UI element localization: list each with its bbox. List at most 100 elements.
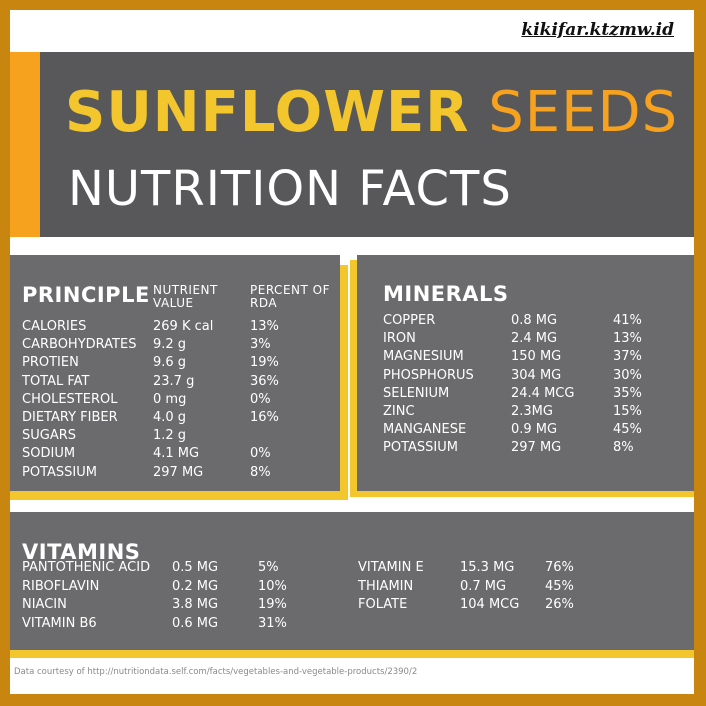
nutrient-value: 9.6 g bbox=[153, 355, 187, 371]
nutrient-rda: 19% bbox=[258, 597, 287, 612]
nutrient-value: 0.7 MG bbox=[460, 578, 507, 594]
principle-row: SODIUM 4.1 MG 0% bbox=[10, 445, 340, 463]
nutrient-rda: 45% bbox=[545, 578, 574, 594]
nutrient-name: SELENIUM bbox=[383, 385, 450, 401]
nutrient-rda: 13% bbox=[613, 331, 642, 347]
vitamin-row: FOLATE 104 MCG 26% bbox=[10, 596, 694, 614]
nutrient-value: 269 K cal bbox=[153, 319, 214, 334]
nutrient-value: 23.7 g bbox=[153, 373, 195, 389]
principle-row: SUGARS 1.2 g bbox=[10, 427, 340, 445]
vitamin-row: NIACIN 3.8 MG 19% bbox=[10, 596, 694, 614]
nutrient-rda: 26% bbox=[545, 597, 574, 612]
nutrient-name: NIACIN bbox=[22, 597, 67, 612]
vitamin-row: VITAMIN E 15.3 MG 76% bbox=[10, 559, 694, 577]
nutrient-name: CALORIES bbox=[22, 319, 87, 334]
nutrient-rda: 8% bbox=[250, 464, 271, 480]
mineral-row: COPPER 0.8 MG 41% bbox=[357, 312, 694, 330]
nutrient-rda: 30% bbox=[613, 367, 642, 383]
nutrient-rda: 15% bbox=[613, 404, 642, 419]
nutrient-value: 104 MCG bbox=[460, 597, 520, 612]
nutrient-rda: 0% bbox=[250, 446, 271, 462]
page-title: SUNFLOWER SEEDS bbox=[65, 80, 678, 146]
nutrient-value: 9.2 g bbox=[153, 337, 187, 353]
nutrient-name: IRON bbox=[383, 331, 416, 347]
nutrient-rda: 13% bbox=[250, 319, 279, 334]
nutrient-name: SUGARS bbox=[22, 428, 77, 444]
vitamins-title: VITAMINS bbox=[22, 540, 141, 564]
nutrient-value: 1.2 g bbox=[153, 428, 187, 444]
nutrient-rda: 5% bbox=[258, 560, 279, 575]
nutrient-value: 150 MG bbox=[511, 349, 562, 365]
nutrient-rda: 37% bbox=[613, 349, 642, 365]
nutrient-name: POTASSIUM bbox=[22, 464, 97, 480]
nutrient-name: PHOSPHORUS bbox=[383, 367, 474, 383]
nutrient-value: 3.8 MG bbox=[172, 597, 219, 612]
nutrient-rda: 41% bbox=[613, 313, 642, 328]
nutrient-name: PROTIEN bbox=[22, 355, 79, 371]
nutrient-name: RIBOFLAVIN bbox=[22, 578, 100, 594]
nutrient-name: CARBOHYDRATES bbox=[22, 337, 137, 353]
bottom-accent-bar bbox=[10, 650, 694, 658]
mineral-row: MANGANESE 0.9 MG 45% bbox=[357, 421, 694, 439]
mineral-row: SELENIUM 24.4 MCG 35% bbox=[357, 385, 694, 403]
nutrient-value: 2.3MG bbox=[511, 404, 553, 419]
nutrient-rda: 76% bbox=[545, 560, 574, 575]
principle-row: PROTIEN 9.6 g 19% bbox=[10, 354, 340, 372]
nutrient-name: VITAMIN B6 bbox=[22, 615, 97, 631]
col-header-value: NUTRIENT VALUE bbox=[153, 283, 218, 310]
vitamin-row: VITAMIN B6 0.6 MG 31% bbox=[10, 615, 694, 633]
principle-row: POTASSIUM 297 MG 8% bbox=[10, 464, 340, 482]
minerals-panel: MINERALS COPPER 0.8 MG 41% IRON 2.4 MG 13% MAG… bbox=[357, 255, 694, 491]
header-banner: SUNFLOWER SEEDS NUTRITION FACTS bbox=[10, 52, 694, 237]
nutrient-name: PANTOTHENIC ACID bbox=[22, 560, 151, 575]
nutrient-value: 0.2 MG bbox=[172, 578, 219, 594]
principle-panel: PRINCIPLE NUTRIENT VALUE PERCENT OF RDA … bbox=[10, 255, 340, 491]
nutrient-value: 0.6 MG bbox=[172, 615, 219, 631]
nutrient-value: 0.5 MG bbox=[172, 560, 219, 575]
nutrient-value: 2.4 MG bbox=[511, 331, 558, 347]
page-subtitle: NUTRITION FACTS bbox=[68, 161, 512, 217]
mineral-row: PHOSPHORUS 304 MG 30% bbox=[357, 367, 694, 385]
nutrient-name: DIETARY FIBER bbox=[22, 410, 118, 425]
nutrient-value: 4.1 MG bbox=[153, 446, 200, 462]
header-accent-bar bbox=[10, 52, 40, 237]
vitamins-panel: VITAMINS PANTOTHENIC ACID 0.5 MG 5% RIBOFLA… bbox=[10, 512, 694, 650]
nutrient-value: 0.9 MG bbox=[511, 422, 558, 438]
nutrient-name: COPPER bbox=[383, 313, 436, 328]
nutrient-name: POTASSIUM bbox=[383, 440, 458, 456]
principle-row: CALORIES 269 K cal 13% bbox=[10, 318, 340, 336]
nutrient-rda: 36% bbox=[250, 373, 279, 389]
nutrient-value: 297 MG bbox=[153, 464, 204, 480]
nutrient-name: CHOLESTEROL bbox=[22, 391, 118, 407]
nutrient-rda: 3% bbox=[250, 337, 271, 353]
principle-title: PRINCIPLE bbox=[22, 283, 150, 307]
nutrient-value: 15.3 MG bbox=[460, 560, 515, 575]
nutrient-rda: 45% bbox=[613, 422, 642, 438]
nutrient-value: 297 MG bbox=[511, 440, 562, 456]
title-light: SEEDS bbox=[488, 80, 679, 145]
nutrient-value: 4.0 g bbox=[153, 410, 187, 425]
nutrient-value: 24.4 MCG bbox=[511, 385, 575, 401]
nutrient-name: ZINC bbox=[383, 404, 415, 419]
nutrient-name: VITAMIN E bbox=[358, 560, 424, 575]
nutrient-rda: 10% bbox=[258, 578, 287, 594]
col-header-rda: PERCENT OF RDA bbox=[250, 283, 330, 310]
minerals-title: MINERALS bbox=[383, 282, 509, 306]
mineral-row: ZINC 2.3MG 15% bbox=[357, 403, 694, 421]
principle-row: TOTAL FAT 23.7 g 36% bbox=[10, 373, 340, 391]
nutrient-name: MAGNESIUM bbox=[383, 349, 464, 365]
nutrient-value: 0.8 MG bbox=[511, 313, 558, 328]
mineral-row: POTASSIUM 297 MG 8% bbox=[357, 439, 694, 457]
title-bold: SUNFLOWER bbox=[65, 80, 470, 145]
nutrient-value: 304 MG bbox=[511, 367, 562, 383]
mineral-row: IRON 2.4 MG 13% bbox=[357, 330, 694, 348]
infographic: kikifar.ktzmw.id SUNFLOWER SEEDS NUTRITI… bbox=[10, 10, 694, 694]
vitamin-row: RIBOFLAVIN 0.2 MG 10% bbox=[10, 578, 694, 596]
nutrient-name: MANGANESE bbox=[383, 422, 467, 438]
nutrient-rda: 35% bbox=[613, 385, 642, 401]
watermark: kikifar.ktzmw.id bbox=[521, 20, 674, 40]
nutrient-rda: 8% bbox=[613, 440, 634, 456]
vitamin-row: THIAMIN 0.7 MG 45% bbox=[10, 578, 694, 596]
nutrient-rda: 16% bbox=[250, 410, 279, 425]
